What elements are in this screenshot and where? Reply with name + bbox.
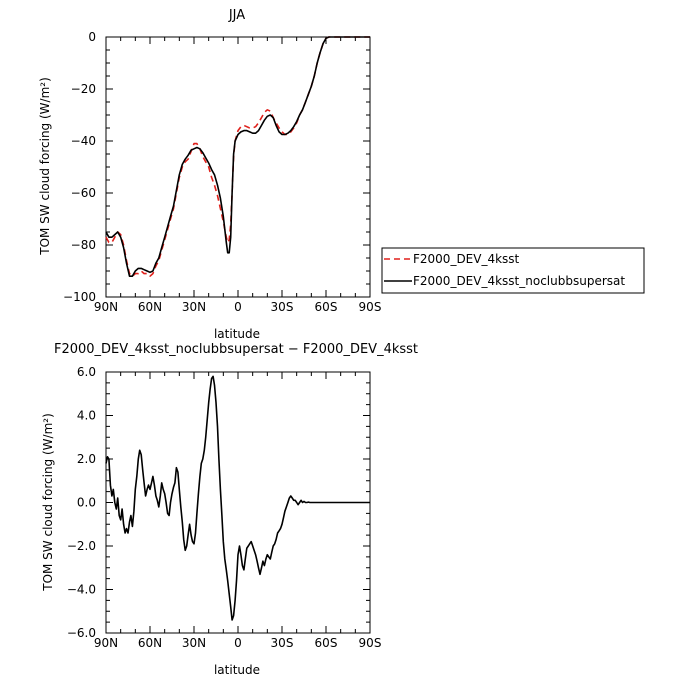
top-x-tick-label: 60N (138, 300, 162, 314)
top-chart-ylabel: TOM SW cloud forcing (W/m²) (38, 77, 52, 256)
top-chart: JJA latitude TOM SW cloud forcing (W/m²)… (38, 8, 381, 341)
top-x-tick-label: 90N (94, 300, 118, 314)
bottom-chart: F2000_DEV_4ksst_noclubbsupersat − F2000_… (41, 342, 418, 677)
top-x-tick-label: 60S (315, 300, 338, 314)
bottom-y-tick-label: −4.0 (67, 583, 96, 597)
bottom-chart-ylabel: TOM SW cloud forcing (W/m²) (41, 413, 55, 592)
top-y-tick-label: −60 (71, 186, 96, 200)
bottom-x-tick-label: 60N (138, 636, 162, 650)
top-y-tick-label: −20 (71, 82, 96, 96)
legend-label-f2000-dev-4ksst: F2000_DEV_4ksst (413, 252, 520, 266)
top-series-line-1 (105, 36, 370, 278)
top-y-tick-label: −100 (63, 290, 96, 304)
bottom-x-tick-label: 0 (234, 636, 242, 650)
top-chart-title: JJA (228, 8, 245, 23)
bottom-x-tick-label: 60S (315, 636, 338, 650)
top-y-tick-label: 0 (88, 30, 96, 44)
top-y-tick-label: −40 (71, 134, 96, 148)
bottom-y-tick-label: −2.0 (67, 539, 96, 553)
bottom-y-tick-label: 2.0 (77, 452, 96, 466)
top-x-tick-label: 30N (182, 300, 206, 314)
bottom-series-line-1 (105, 375, 370, 621)
top-x-tick-label: 0 (234, 300, 242, 314)
top-chart-xlabel: latitude (214, 327, 260, 341)
bottom-y-tick-label: 4.0 (77, 409, 96, 423)
bottom-x-tick-label: 90S (359, 636, 382, 650)
legend-box (381, 247, 645, 294)
bottom-y-tick-label: 0.0 (77, 496, 96, 510)
legend-label-f2000-dev-4ksst-noclubbsupersat: F2000_DEV_4ksst_noclubbsupersat (413, 274, 625, 288)
bottom-x-tick-label: 30S (271, 636, 294, 650)
bottom-y-tick-label: −6.0 (67, 626, 96, 640)
bottom-chart-title: F2000_DEV_4ksst_noclubbsupersat − F2000_… (54, 342, 418, 357)
bottom-x-tick-label: 90N (94, 636, 118, 650)
top-y-tick-label: −80 (71, 238, 96, 252)
top-series-line-2 (105, 36, 370, 278)
bottom-x-tick-label: 30N (182, 636, 206, 650)
top-x-tick-label: 90S (359, 300, 382, 314)
top-plot-frame (105, 36, 371, 298)
top-x-tick-label: 30S (271, 300, 294, 314)
legend: F2000_DEV_4ksst F2000_DEV_4ksst_noclubbs… (381, 247, 645, 294)
bottom-y-tick-label: 6.0 (77, 365, 96, 379)
bottom-chart-xlabel: latitude (214, 663, 260, 677)
